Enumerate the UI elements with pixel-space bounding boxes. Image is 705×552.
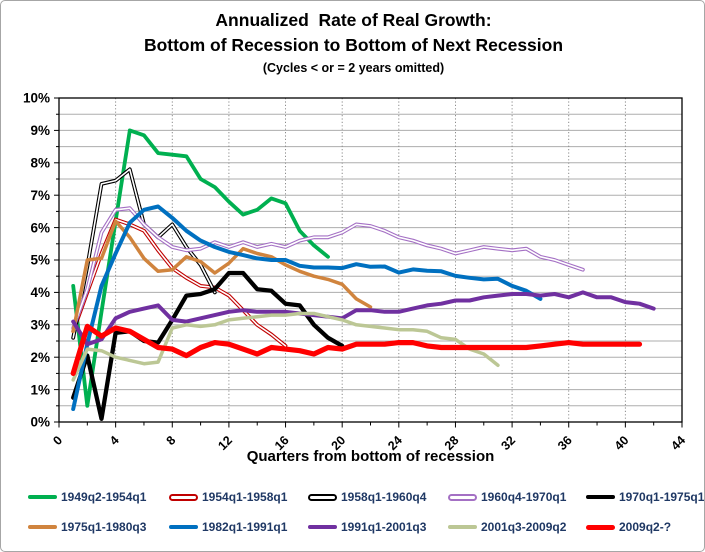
y-tick-label: 6%: [30, 220, 50, 235]
legend-label: 1975q1-1980q3: [61, 520, 147, 534]
y-tick-label: 10%: [23, 91, 50, 106]
legend-label: 1958q1-1960q4: [341, 490, 427, 504]
y-tick-label: 2%: [30, 350, 50, 365]
legend-item-1954q1-1958q1: 1954q1-1958q1: [169, 489, 287, 505]
y-tick-label: 5%: [30, 253, 50, 268]
legend-swatch: [586, 495, 615, 499]
series-line-1975q1-1980q3: [71, 219, 373, 334]
legend-label: 1949q2-1954q1: [61, 490, 147, 504]
y-tick-label: 7%: [30, 188, 50, 203]
chart-subtitle: (Cycles < or = 2 years omitted): [262, 61, 445, 75]
legend-item-1958q1-1960q4: 1958q1-1960q4: [308, 489, 426, 505]
chart-title-line1: Annualized Rate of Real Growth:: [215, 10, 492, 30]
y-tick-label: 3%: [30, 318, 50, 333]
legend-item-1970q1-1975q1: 1970q1-1975q1: [586, 489, 704, 505]
legend-label: 1960q4-1970q1: [481, 490, 567, 504]
legend-label: 1954q1-1958q1: [202, 490, 288, 504]
legend-swatch: [448, 525, 477, 529]
series-line-2001q3-2009q2: [71, 311, 500, 382]
x-tick-label: 0: [50, 433, 65, 448]
legend-item-1960q4-1970q1: 1960q4-1970q1: [448, 489, 566, 505]
legend-swatch: [28, 495, 57, 499]
legend-swatch: [308, 525, 337, 529]
series-line-1970q1-1975q1: [71, 270, 345, 421]
legend-label: 1982q1-1991q1: [202, 520, 288, 534]
y-tick-label: 8%: [30, 156, 50, 171]
legend-swatch: [586, 524, 615, 530]
legend-swatch: [169, 525, 198, 529]
y-tick-label: 0%: [30, 415, 50, 430]
series-line-2009q2-?: [70, 323, 643, 376]
legend-item-1949q2-1954q1: 1949q2-1954q1: [28, 489, 146, 505]
series-line-1991q1-2001q3: [71, 290, 656, 347]
legend-item-1975q1-1980q3: 1975q1-1980q3: [28, 519, 146, 535]
legend-swatch: [308, 493, 337, 501]
legend-label: 2001q3-2009q2: [481, 520, 567, 534]
x-tick-label: 4: [107, 433, 122, 448]
legend-item-1991q1-2001q3: 1991q1-2001q3: [308, 519, 426, 535]
series-line-1982q1-1991q1: [71, 204, 543, 411]
legend-swatch: [448, 493, 477, 501]
legend-swatch: [28, 525, 57, 529]
y-tick-label: 9%: [30, 123, 50, 138]
x-tick-label: 8: [164, 433, 179, 448]
legend-label: 1970q1-1975q1: [619, 490, 705, 504]
chart-title-line2: Bottom of Recession to Bottom of Next Re…: [143, 35, 564, 55]
legend-item-2009q2-?: 2009q2-?: [586, 519, 671, 535]
legend-item-1982q1-1991q1: 1982q1-1991q1: [169, 519, 287, 535]
y-tick-label: 1%: [30, 382, 50, 397]
legend-swatch: [169, 493, 198, 501]
legend-label: 2009q2-?: [619, 520, 672, 534]
legend-label: 1991q1-2001q3: [341, 520, 427, 534]
y-tick-label: 4%: [30, 285, 50, 300]
series-line-core-1960q4-1970q1: [72, 207, 584, 329]
legend-item-2001q3-2009q2: 2001q3-2009q2: [448, 519, 566, 535]
x-axis-title: Quarters from bottom of recession: [246, 448, 495, 465]
